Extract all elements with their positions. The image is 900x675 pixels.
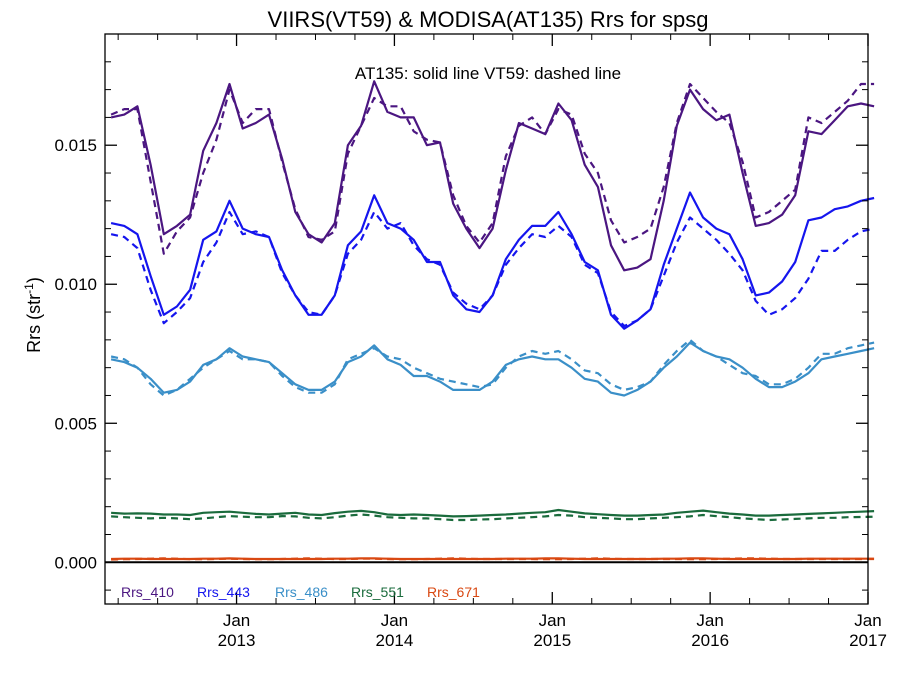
y-tick-label: 0.010 <box>54 275 97 294</box>
legend-entry-rrs-486: Rrs_486 <box>275 584 328 600</box>
y-axis-label-exponent: -1 <box>22 283 36 294</box>
series-line-rrs-410-vt59 <box>110 82 875 255</box>
legend-entry-rrs-551: Rrs_551 <box>351 584 404 600</box>
y-axis-label: Rrs (str-1) <box>22 277 44 353</box>
x-tick-year-label: 2015 <box>533 631 571 650</box>
y-tick-label: 0.015 <box>54 136 97 155</box>
legend: Rrs_410 Rrs_443 Rrs_486 Rrs_551 Rrs_671 <box>121 584 480 600</box>
legend-entry-rrs-443: Rrs_443 <box>197 584 250 600</box>
y-tick-label: 0.000 <box>54 553 97 572</box>
x-tick-month-label: Jan <box>854 611 881 630</box>
series-line-rrs-443-at135 <box>110 191 875 330</box>
series-line-rrs-410-at135 <box>110 80 875 272</box>
x-tick-year-label: 2014 <box>375 631 413 650</box>
chart-title: VIIRS(VT59) & MODISA(AT135) Rrs for spsg <box>268 7 709 32</box>
x-tick-year-label: 2013 <box>218 631 256 650</box>
plot-area <box>104 33 875 605</box>
legend-entry-rrs-410: Rrs_410 <box>121 584 174 600</box>
x-tick-month-label: Jan <box>696 611 723 630</box>
series-line-rrs-551-at135 <box>111 508 875 518</box>
series-line-rrs-443-vt59 <box>110 210 875 328</box>
y-axis-label-close: ) <box>24 277 44 283</box>
x-tick-year-label: 2017 <box>849 631 887 650</box>
y-axis: 0.000 0.005 0.010 0.015 <box>54 61 868 591</box>
y-tick-label: 0.005 <box>54 414 97 433</box>
series-layer <box>110 80 875 561</box>
series-line-rrs-486-at135 <box>110 341 875 397</box>
legend-entry-rrs-671: Rrs_671 <box>427 584 480 600</box>
x-tick-month-label: Jan <box>539 611 566 630</box>
plot-frame <box>104 33 869 605</box>
y-axis-label-text: Rrs (str <box>24 294 44 353</box>
x-tick-month-label: Jan <box>223 611 250 630</box>
x-tick-month-label: Jan <box>381 611 408 630</box>
series-line-rrs-671-at135 <box>111 557 875 561</box>
series-line-rrs-551-vt59 <box>111 513 875 522</box>
x-tick-year-label: 2016 <box>691 631 729 650</box>
series-line-rrs-486-vt59 <box>110 338 875 397</box>
line-style-annotation: AT135: solid line VT59: dashed line <box>355 64 621 83</box>
